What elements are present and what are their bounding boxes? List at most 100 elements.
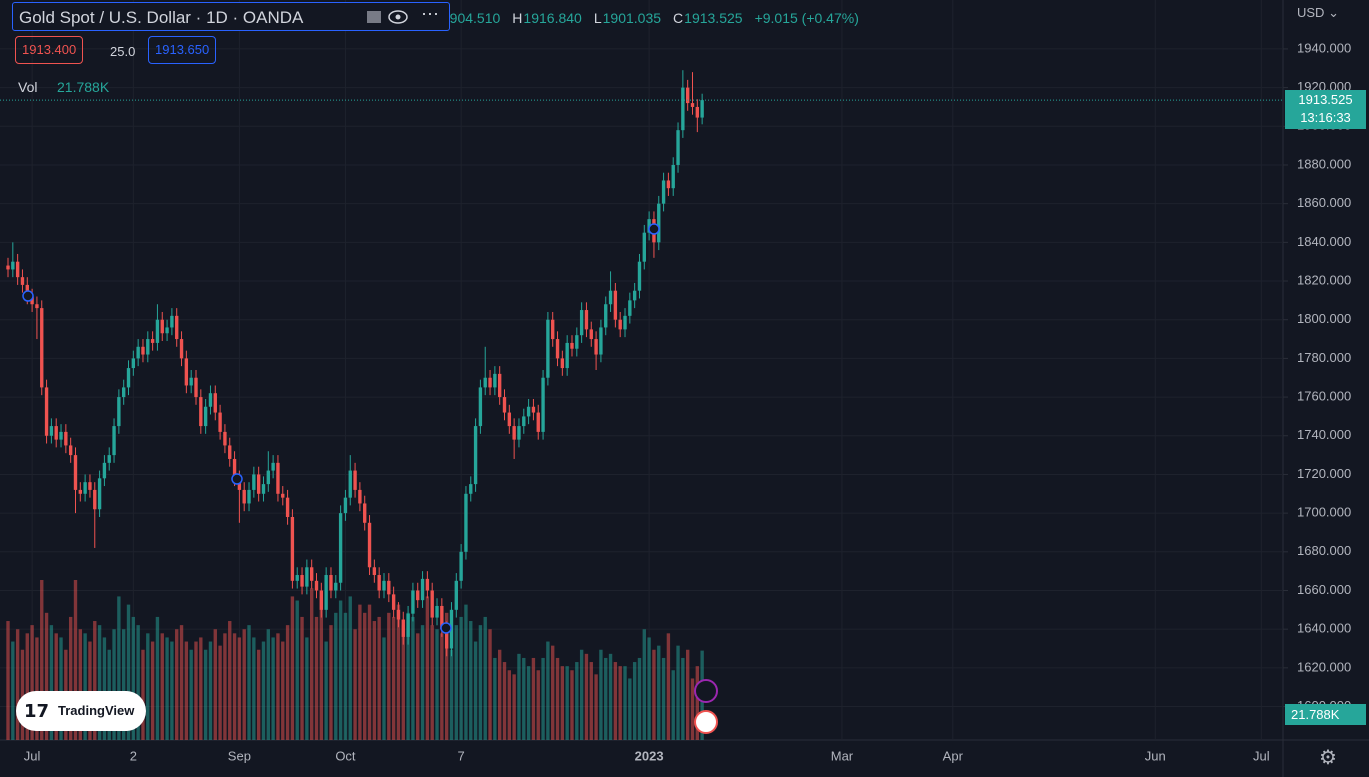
candle-body bbox=[285, 497, 290, 517]
volume-bar bbox=[661, 657, 666, 740]
candle-body bbox=[117, 397, 121, 427]
candle-body bbox=[579, 310, 584, 336]
candle-body bbox=[358, 489, 362, 504]
candle-body bbox=[604, 304, 608, 328]
volume-bar bbox=[493, 657, 497, 740]
symbol-box[interactable]: Gold Spot / U.S. Dollar · 1D · OANDA ⋯ bbox=[12, 2, 450, 31]
candle-body bbox=[565, 342, 569, 369]
candle-body bbox=[203, 406, 208, 427]
change: +9.015 (+0.47%) bbox=[754, 10, 859, 26]
logo[interactable]: 𝟭𝟳 TradingView bbox=[16, 691, 146, 731]
volume-bar bbox=[146, 633, 150, 740]
volume-bar bbox=[232, 633, 237, 740]
candle-body bbox=[150, 339, 155, 343]
volume-bar bbox=[6, 621, 10, 740]
volume-bar bbox=[68, 616, 73, 740]
last-price-badge: 1913.525 13:16:33 bbox=[1285, 90, 1366, 129]
ohlc-key: C bbox=[673, 10, 684, 26]
candle-body bbox=[628, 300, 632, 316]
event-marker[interactable] bbox=[22, 290, 34, 302]
volume-bar bbox=[531, 657, 536, 740]
buy-button[interactable]: 1913.650 bbox=[148, 36, 217, 64]
candle-body bbox=[618, 319, 622, 330]
volume-bar bbox=[575, 662, 579, 740]
candle-body bbox=[363, 503, 367, 523]
ohlc-key: L bbox=[593, 10, 602, 26]
sell-button[interactable]: 1913.400 bbox=[15, 36, 84, 64]
volume-bar bbox=[560, 666, 565, 740]
candle-body bbox=[526, 406, 531, 417]
candle-body bbox=[112, 426, 116, 456]
eye-icon[interactable] bbox=[387, 8, 409, 26]
last-price: 1913.525 bbox=[1298, 92, 1353, 107]
volume-bar bbox=[430, 625, 434, 740]
y-tick-label: 1680.000 bbox=[1297, 543, 1351, 558]
volume-bar bbox=[223, 633, 227, 740]
event-marker[interactable] bbox=[231, 473, 243, 485]
volume-bar bbox=[440, 633, 444, 740]
candle-body bbox=[416, 590, 420, 601]
y-tick-label: 1720.000 bbox=[1297, 466, 1351, 481]
volume-bar bbox=[584, 653, 589, 740]
volume-bar bbox=[676, 645, 680, 740]
volume-bar bbox=[604, 657, 608, 740]
volume-bar bbox=[242, 629, 246, 740]
currency[interactable]: USD ⌄ bbox=[1297, 5, 1339, 20]
candle-body bbox=[497, 373, 502, 398]
volume-bar bbox=[179, 625, 184, 740]
volume-bar bbox=[348, 596, 352, 740]
candle-body bbox=[536, 412, 540, 432]
flag-icon[interactable] bbox=[367, 11, 381, 23]
settings-icon[interactable]: ⚙ bbox=[1319, 747, 1337, 769]
candle-body bbox=[122, 387, 126, 398]
candle-body bbox=[343, 497, 348, 514]
y-tick-label: 1760.000 bbox=[1297, 389, 1351, 404]
logo-mark: 𝟭𝟳 bbox=[24, 701, 50, 721]
candle-body bbox=[522, 416, 526, 427]
event-icon[interactable] bbox=[694, 710, 718, 734]
candle-body bbox=[401, 619, 405, 637]
volume-bar bbox=[150, 641, 155, 740]
event-icon[interactable] bbox=[694, 679, 718, 703]
candle-body bbox=[59, 431, 63, 440]
countdown: 13:16:33 bbox=[1300, 110, 1351, 125]
volume-bar bbox=[49, 625, 54, 740]
spread: 25.0 bbox=[110, 44, 136, 59]
volume-bar bbox=[25, 633, 29, 740]
volume-bar bbox=[671, 670, 675, 740]
candle-body bbox=[281, 493, 285, 498]
candle-body bbox=[223, 431, 227, 446]
candle-body bbox=[15, 261, 20, 278]
logo-text: TradingView bbox=[58, 703, 135, 718]
y-tick-label: 1880.000 bbox=[1297, 156, 1351, 171]
candle-body bbox=[136, 346, 140, 359]
volume-bar bbox=[618, 666, 622, 740]
grid bbox=[0, 0, 1283, 740]
event-marker[interactable] bbox=[648, 223, 660, 235]
volume-bar bbox=[469, 621, 473, 740]
candle-body bbox=[690, 103, 695, 107]
volume-bar bbox=[589, 662, 593, 740]
y-tick-label: 1640.000 bbox=[1297, 621, 1351, 636]
volume-bar bbox=[213, 629, 217, 740]
volume-bar bbox=[570, 670, 574, 740]
candle-body bbox=[334, 582, 338, 591]
volume-bar bbox=[647, 637, 651, 740]
candle-body bbox=[266, 470, 270, 485]
more-icon[interactable]: ⋯ bbox=[421, 4, 439, 24]
candle-body bbox=[40, 308, 44, 388]
volume-bar bbox=[594, 674, 598, 740]
candle-body bbox=[353, 470, 357, 490]
candle-body bbox=[338, 513, 343, 583]
candle-body bbox=[126, 368, 131, 388]
candle-body bbox=[406, 613, 410, 637]
candle-body bbox=[420, 578, 425, 601]
candle-body bbox=[440, 605, 444, 630]
volume-bar bbox=[78, 629, 82, 740]
volume-bar bbox=[497, 649, 502, 740]
event-marker[interactable] bbox=[440, 622, 452, 634]
candle-body bbox=[252, 474, 256, 490]
candle-body bbox=[155, 319, 160, 343]
volume-bar bbox=[420, 625, 425, 740]
